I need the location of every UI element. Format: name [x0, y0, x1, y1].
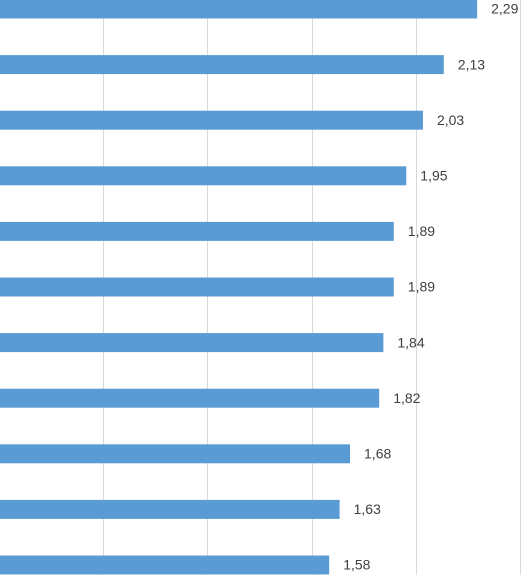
bar	[0, 333, 384, 353]
bar	[0, 277, 394, 297]
data-label: 2,29	[491, 1, 518, 17]
data-label: 1,89	[408, 279, 435, 295]
bar	[0, 499, 340, 519]
data-label: 1,82	[393, 390, 420, 406]
bar	[0, 0, 478, 19]
bar	[0, 444, 351, 464]
data-label: 2,03	[437, 112, 464, 128]
bar	[0, 166, 407, 186]
data-label: 1,89	[408, 223, 435, 239]
bar	[0, 388, 380, 408]
data-label: 1,68	[364, 446, 391, 462]
bar	[0, 55, 444, 75]
bar	[0, 555, 330, 575]
data-label: 1,84	[397, 334, 424, 350]
data-label: 1,58	[343, 557, 370, 573]
bar	[0, 110, 423, 130]
data-label: 1,63	[354, 501, 381, 517]
data-label: 2,13	[458, 56, 485, 72]
data-label: 1,95	[420, 168, 447, 184]
bar	[0, 221, 394, 241]
